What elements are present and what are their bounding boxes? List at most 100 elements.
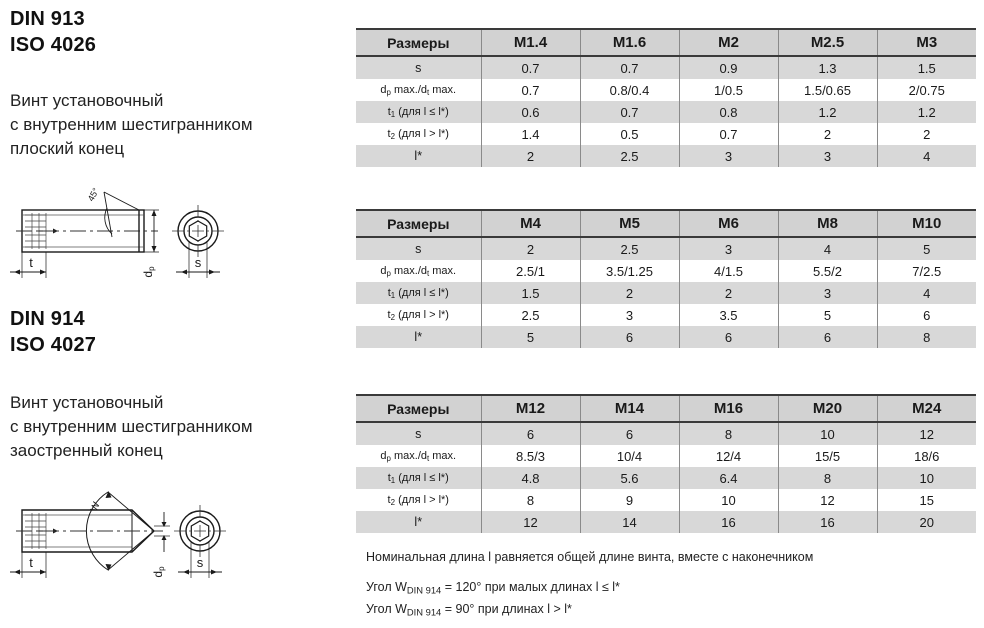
table-3-header-size-M14: M14	[579, 394, 679, 423]
table-cell: 6	[876, 304, 976, 326]
table-2-body: s 2 2.5 3 4 5 dp max./dt max. 2.5/1 3.5/1.25 4/1.…	[356, 237, 976, 348]
table-cell: 12	[777, 489, 877, 511]
table-2-header-size-M10: M10	[876, 209, 976, 238]
table-cell: 2	[480, 237, 580, 260]
description-1-line-2: с внутренним шестигранником	[10, 115, 253, 134]
table-cell: 0.9	[678, 56, 778, 79]
table-cell: 5	[777, 304, 877, 326]
table-cell: 0.5	[579, 123, 679, 145]
table-3-header-row: Размеры M12 M14 M16 M20 M24	[356, 394, 976, 423]
row-label: t2 (для l > l*)	[356, 489, 481, 511]
table-cell: 16	[678, 511, 778, 533]
table-1-header-row: Размеры M1.4 M1.6 M2 M2.5 M3	[356, 28, 976, 57]
table-cell: 6.4	[678, 467, 778, 489]
table-cell: 12/4	[678, 445, 778, 467]
table-2-header-dimensions: Размеры	[356, 209, 481, 238]
note-angle-120: Угол WDIN 914 = 120° при малых длинах l …	[366, 580, 620, 596]
table-cell: 4/1.5	[678, 260, 778, 282]
table-cell: 4	[876, 282, 976, 304]
standard-heading-din914: DIN 914 ISO 4027	[10, 306, 96, 358]
standard-din-number-2: DIN 914	[10, 308, 85, 330]
table-cell: 8	[678, 422, 778, 445]
table-cell: 1.2	[777, 101, 877, 123]
table-2-header-size-M8: M8	[777, 209, 877, 238]
table-cell: 2	[678, 282, 778, 304]
table-1-body: s 0.7 0.7 0.9 1.3 1.5 dp max./dt max. 0.7 0.8/0.…	[356, 56, 976, 167]
table-cell: 8	[480, 489, 580, 511]
table-cell: 15	[876, 489, 976, 511]
table-cell: 0.7	[480, 79, 580, 101]
table-3-header-dimensions: Размеры	[356, 394, 481, 423]
table-1-header-dimensions: Размеры	[356, 28, 481, 57]
description-2-line-1: Винт установочный	[10, 393, 164, 412]
table-3-header-size-M12: M12	[480, 394, 580, 423]
table-1-header-size-M1.6: M1.6	[579, 28, 679, 57]
table-2-header-size-M5: M5	[579, 209, 679, 238]
table-cell: 6	[579, 326, 679, 348]
drawing-2-label-t: t	[29, 555, 33, 570]
table-cell: 2.5/1	[480, 260, 580, 282]
table-1-header-size-M3: M3	[876, 28, 976, 57]
product-description-2: Винт установочный с внутренним шестигран…	[10, 391, 253, 463]
row-label: dp max./dt max.	[356, 445, 481, 467]
table-cell: 1.5/0.65	[777, 79, 877, 101]
description-1-line-1: Винт установочный	[10, 91, 164, 110]
table-cell: 3.5/1.25	[579, 260, 679, 282]
drawing-1-angle-label: 45°	[86, 186, 101, 203]
table-cell: 9	[579, 489, 679, 511]
table-row: t1 (для l ≤ l*) 1.5 2 2 3 4	[356, 282, 976, 304]
table-cell: 0.7	[579, 56, 679, 79]
table-cell: 3.5	[678, 304, 778, 326]
table-cell: 5	[876, 237, 976, 260]
table-cell: 6	[579, 422, 679, 445]
table-cell: 0.7	[678, 123, 778, 145]
note-angle-90: Угол WDIN 914 = 90° при длинах l > l*	[366, 602, 572, 618]
table-cell: 5.6	[579, 467, 679, 489]
table-row: t2 (для l > l*) 2.5 3 3.5 5 6	[356, 304, 976, 326]
dimension-table-2: Размеры M4 M5 M6 M8 M10 s 2 2.5 3 4 5 dp max./dt ma…	[356, 209, 976, 348]
note-nominal-length: Номинальная длина l равняется общей длин…	[366, 550, 814, 564]
product-description-1: Винт установочный с внутренним шестигран…	[10, 89, 253, 161]
drawing-1-label-t: t	[29, 255, 33, 270]
table-3-body: s 6 6 8 10 12 dp max./dt max. 8.5/3 10/4 12/4 15/5…	[356, 422, 976, 533]
table-cell: 4	[876, 145, 976, 167]
table-row: dp max./dt max. 2.5/1 3.5/1.25 4/1.5 5.5/2 7/…	[356, 260, 976, 282]
table-2-header-row: Размеры M4 M5 M6 M8 M10	[356, 209, 976, 238]
description-2-line-2: с внутренним шестигранником	[10, 417, 253, 436]
table-1-header-size-M2: M2	[678, 28, 778, 57]
row-label: s	[356, 237, 481, 260]
row-label: t2 (для l > l*)	[356, 304, 481, 326]
table-cell: 20	[876, 511, 976, 533]
row-label: s	[356, 422, 481, 445]
table-3-header-size-M24: M24	[876, 394, 976, 423]
table-cell: 3	[777, 282, 877, 304]
standard-heading-din913: DIN 913 ISO 4026	[10, 6, 96, 58]
cone-point-screw-svg: t dp s W	[10, 491, 226, 578]
table-cell: 3	[777, 145, 877, 167]
table-cell: 10/4	[579, 445, 679, 467]
table-cell: 10	[876, 467, 976, 489]
table-cell: 0.8	[678, 101, 778, 123]
footnotes: Номинальная длина l равняется общей длин…	[366, 548, 813, 623]
table-cell: 6	[678, 326, 778, 348]
table-cell: 0.7	[480, 56, 580, 79]
row-label: l*	[356, 511, 481, 533]
standard-din-number-1: DIN 913	[10, 8, 85, 30]
table-3-header-size-M20: M20	[777, 394, 877, 423]
table-1-header-size-M2.5: M2.5	[777, 28, 877, 57]
table-cell: 2.5	[579, 145, 679, 167]
drawing-2-label-s: s	[197, 555, 204, 570]
table-cell: 8	[777, 467, 877, 489]
table-cell: 5	[480, 326, 580, 348]
table-cell: 3	[678, 145, 778, 167]
table-2-header-size-M4: M4	[480, 209, 580, 238]
description-1-line-3: плоский конец	[10, 139, 125, 158]
row-label: t1 (для l ≤ l*)	[356, 101, 481, 123]
table-cell: 7/2.5	[876, 260, 976, 282]
table-cell: 2.5	[579, 237, 679, 260]
table-cell: 10	[777, 422, 877, 445]
table-cell: 1.5	[480, 282, 580, 304]
table-cell: 8.5/3	[480, 445, 580, 467]
table-row: dp max./dt max. 0.7 0.8/0.4 1/0.5 1.5/0.65 2/…	[356, 79, 976, 101]
